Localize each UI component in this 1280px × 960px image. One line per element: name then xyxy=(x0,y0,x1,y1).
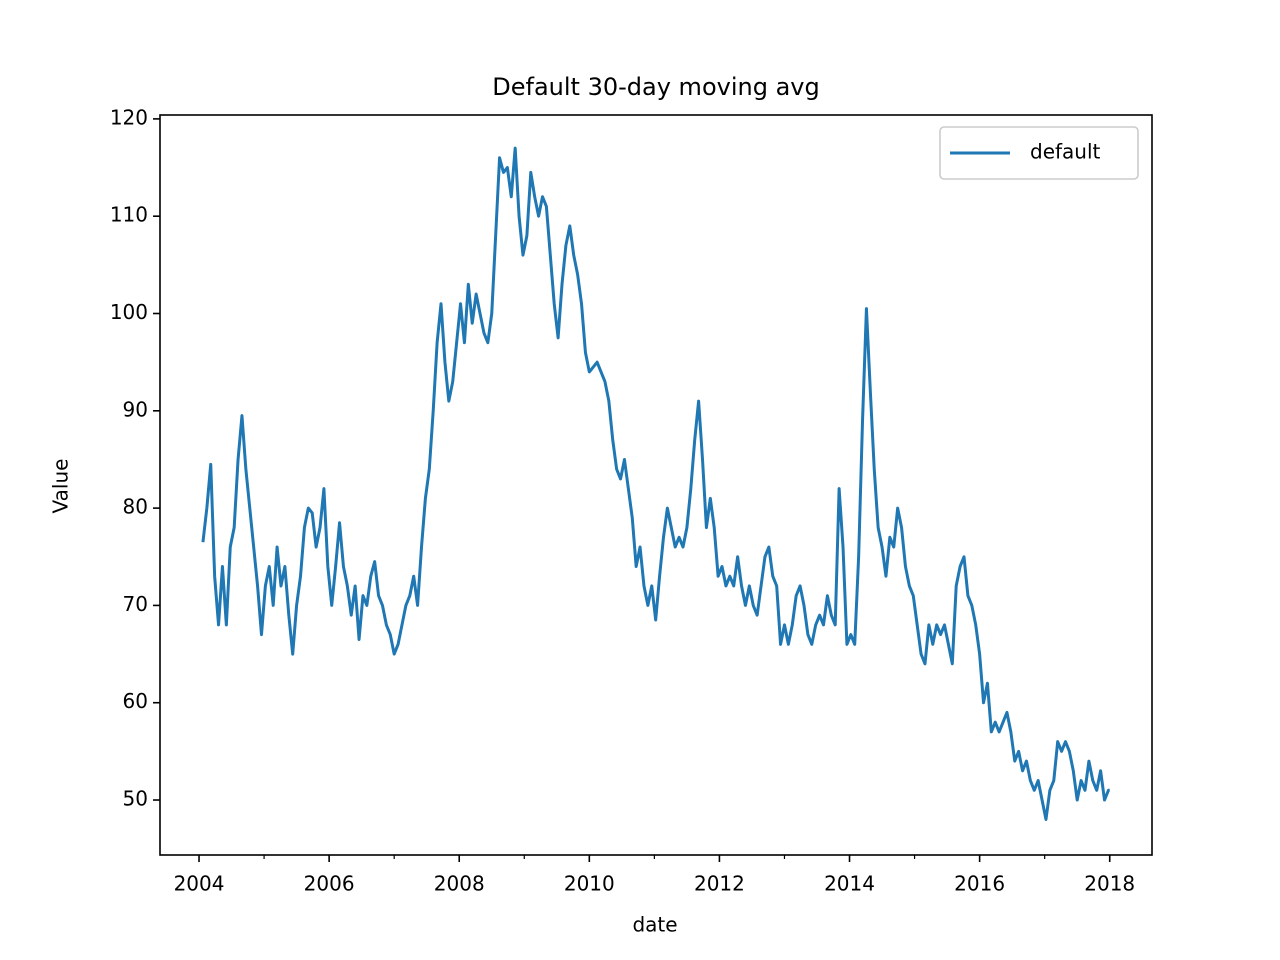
y-tick-label: 100 xyxy=(110,300,148,324)
x-tick-label: 2008 xyxy=(434,872,485,896)
y-tick-label: 60 xyxy=(123,689,148,713)
y-tick-label: 110 xyxy=(110,203,148,227)
x-tick-label: 2006 xyxy=(304,872,355,896)
legend-box xyxy=(939,126,1139,180)
y-tick-label: 120 xyxy=(110,105,148,129)
y-tick-label: 90 xyxy=(123,397,148,421)
y-tick-label: 50 xyxy=(123,787,148,811)
x-tick-label: 2014 xyxy=(824,872,875,896)
y-axis-label: Value xyxy=(49,459,73,514)
x-tick-label: 2016 xyxy=(954,872,1005,896)
axes-frame xyxy=(159,114,1153,856)
x-tick-label: 2004 xyxy=(174,872,225,896)
x-tick-label: 2012 xyxy=(694,872,745,896)
y-tick-label: 80 xyxy=(123,495,148,519)
chart-title: Default 30-day moving avg xyxy=(492,73,819,101)
x-axis-label: date xyxy=(632,913,677,937)
x-tick-label: 2018 xyxy=(1084,872,1135,896)
legend-label: default xyxy=(1030,140,1101,164)
data-line xyxy=(201,146,1110,821)
x-tick-label: 2010 xyxy=(564,872,615,896)
y-tick-label: 70 xyxy=(123,592,148,616)
